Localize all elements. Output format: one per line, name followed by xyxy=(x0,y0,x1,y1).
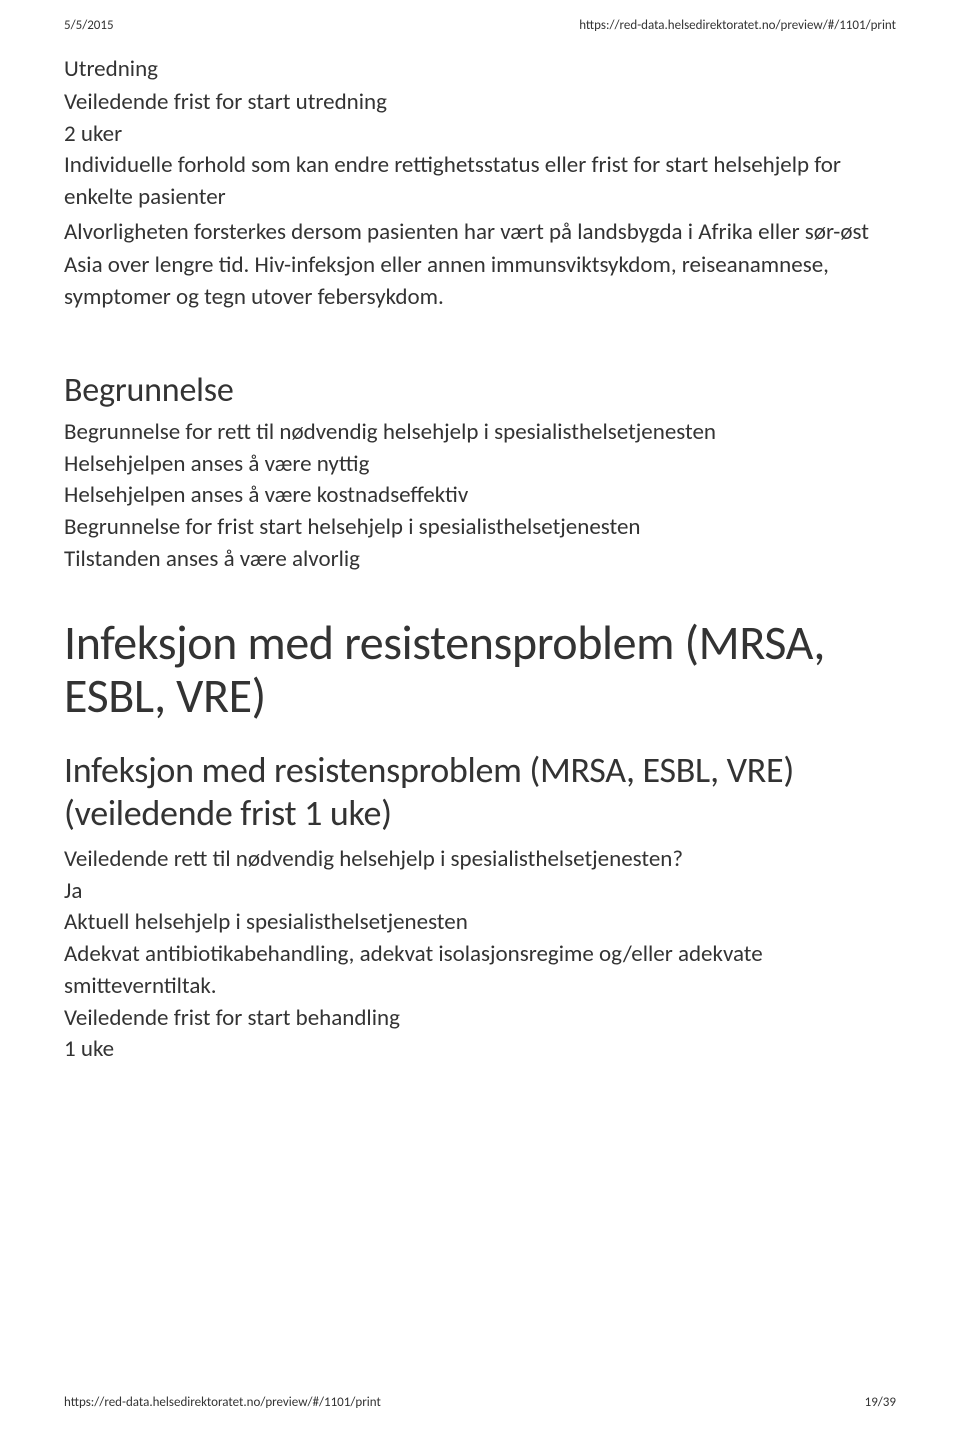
page-footer: https://red-data.helsedirektoratet.no/pr… xyxy=(64,1395,896,1410)
infeksjon-l1: Veiledende rett til nødvendig helsehjelp… xyxy=(64,844,896,876)
footer-url: https://red-data.helsedirektoratet.no/pr… xyxy=(64,1395,381,1410)
utredning-duration: 2 uker xyxy=(64,119,896,151)
begrunnelse-l2: Helsehjelpen anses å være nyttig xyxy=(64,449,896,481)
begrunnelse-l1: Begrunnelse for rett til nødvendig helse… xyxy=(64,417,896,449)
begrunnelse-title: Begrunnelse xyxy=(64,370,896,411)
infeksjon-l6: 1 uke xyxy=(64,1034,896,1066)
infeksjon-l4: Adekvat antibiotikabehandling, adekvat i… xyxy=(64,939,896,1002)
begrunnelse-l3: Helsehjelpen anses å være kostnadseffekt… xyxy=(64,480,896,512)
utredning-line1: Veiledende frist for start utredning xyxy=(64,87,896,119)
infeksjon-h0: Infeksjon med resistensproblem (MRSA, ES… xyxy=(64,616,896,724)
page-header: 5/5/2015 https://red-data.helsedirektora… xyxy=(64,0,896,49)
infeksjon-l3: Aktuell helsehjelp i spesialisthelsetjen… xyxy=(64,907,896,939)
utredning-title: Utredning xyxy=(64,55,896,83)
infeksjon-h1: Infeksjon med resistensproblem (MRSA, ES… xyxy=(64,749,896,834)
infeksjon-l5: Veiledende frist for start behandling xyxy=(64,1003,896,1035)
begrunnelse-l4: Begrunnelse for frist start helsehjelp i… xyxy=(64,512,896,544)
utredning-line2: Individuelle forhold som kan endre retti… xyxy=(64,150,896,213)
footer-pagenum: 19/39 xyxy=(865,1395,896,1410)
begrunnelse-l5: Tilstanden anses å være alvorlig xyxy=(64,544,896,576)
utredning-paragraph: Alvorligheten forsterkes dersom pasiente… xyxy=(64,216,896,314)
header-date: 5/5/2015 xyxy=(64,18,114,33)
document-page: 5/5/2015 https://red-data.helsedirektora… xyxy=(0,0,960,1430)
infeksjon-l2: Ja xyxy=(64,876,896,908)
header-url: https://red-data.helsedirektoratet.no/pr… xyxy=(579,18,896,33)
